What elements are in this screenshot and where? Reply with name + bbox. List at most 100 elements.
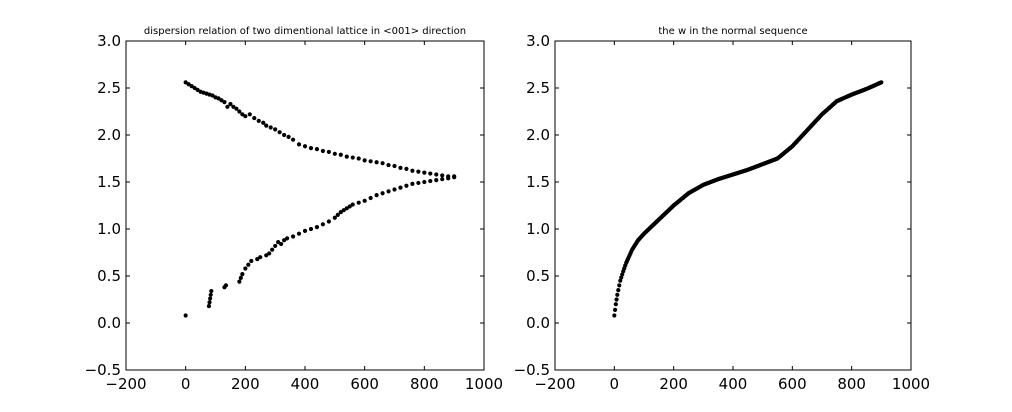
chart-left-data-point: [223, 283, 229, 288]
chart-left-data-point: [416, 169, 421, 174]
chart-right-xtick-label: 0: [610, 375, 620, 393]
chart-left-data-point: [247, 112, 252, 117]
chart-left-data-point: [277, 130, 282, 135]
chart-left-data-point: [434, 178, 439, 183]
chart-left-data-point: [374, 160, 379, 165]
chart-right-xtick-label: 200: [659, 375, 688, 393]
chart-left: dispersion relation of two dimentional l…: [85, 26, 504, 393]
chart-left-data-point: [428, 178, 433, 184]
chart-left-data-point: [308, 226, 314, 232]
chart-left-ytick-label: 3.0: [97, 32, 121, 50]
chart-right-points: [612, 80, 884, 318]
chart-left-data-point: [208, 292, 213, 297]
chart-left-data-point: [273, 243, 278, 249]
chart-left-data-point: [338, 209, 343, 215]
chart-right-xtick-label: 600: [778, 375, 807, 393]
chart-left-data-point: [208, 296, 213, 301]
chart-left-data-point: [256, 118, 261, 123]
chart-left-data-point: [273, 127, 278, 132]
chart-left-data-point: [344, 154, 349, 159]
chart-left-data-point: [350, 155, 355, 160]
chart-left-data-point: [320, 148, 325, 154]
chart-left-data-point: [237, 279, 242, 284]
chart-left-data-point: [302, 144, 308, 149]
chart-left-xtick-label: 200: [231, 375, 260, 393]
chart-left-data-point: [264, 123, 269, 128]
chart-left-data-point: [279, 241, 284, 247]
chart-left-data-point: [332, 151, 337, 156]
chart-left-data-point: [332, 215, 337, 220]
chart-left-data-point: [368, 159, 373, 164]
chart-left-data-point: [356, 156, 361, 161]
chart-right-ytick-label: 0.5: [526, 267, 550, 285]
chart-left-data-point: [326, 149, 331, 155]
chart-left-ytick-label: 2.5: [97, 79, 121, 97]
chart-right-ytick-label: −0.5: [514, 361, 550, 379]
chart-left-data-point: [338, 152, 343, 157]
chart-left-data-point: [240, 112, 245, 117]
chart-left-data-point: [261, 120, 266, 125]
chart-left-data-point: [440, 177, 445, 182]
chart-left-data-point: [320, 222, 325, 227]
chart-left-data-point: [238, 275, 243, 280]
chart-right-ytick-label: 3.0: [526, 32, 550, 50]
chart-left-data-point: [237, 109, 242, 114]
chart-left-ytick-label: 2.0: [97, 126, 121, 144]
chart-right-data-point: [879, 80, 884, 85]
chart-left-data-point: [362, 198, 367, 203]
chart-left-data-point: [210, 93, 215, 98]
chart-left-data-point: [258, 255, 263, 260]
chart-left-data-point: [392, 187, 397, 192]
chart-left-data-point: [268, 125, 273, 130]
chart-left-data-point: [264, 253, 269, 258]
chart-right: the w in the normal sequence −200 0 200 400…: [514, 26, 931, 393]
chart-left-title: dispersion relation of two dimentional l…: [144, 26, 466, 37]
chart-left-data-point: [290, 234, 296, 239]
chart-left-data-point: [276, 240, 281, 245]
chart-left-data-point: [410, 168, 415, 173]
chart-right-xtick-label: 800: [837, 375, 866, 393]
chart-left-xtick-label: 1000: [465, 375, 503, 393]
chart-right-axes: −200 0 200 400 600 800 1000 −0.5 0.0 0.5 1.0 1.5 2.0…: [514, 32, 931, 393]
chart-left-data-point: [362, 158, 367, 163]
chart-left-data-point: [356, 200, 361, 205]
chart-left-data-point: [380, 191, 385, 196]
chart-left-data-point: [219, 98, 224, 103]
chart-right-data-point: [612, 307, 618, 312]
chart-left-data-point: [374, 193, 379, 198]
chart-left-data-point: [243, 114, 248, 119]
chart-left-xtick-label: 800: [410, 375, 439, 393]
chart-right-data-point: [615, 292, 620, 297]
chart-left-data-point: [404, 183, 409, 188]
chart-left-data-point: [207, 300, 212, 305]
chart-left-ytick-label: −0.5: [85, 361, 121, 379]
chart-left-data-point: [222, 100, 227, 105]
chart-left-ytick-label: 1.0: [97, 220, 121, 238]
chart-left-data-point: [183, 80, 188, 85]
chart-right-ytick-label: 2.0: [526, 126, 550, 144]
chart-left-data-point: [290, 137, 296, 142]
chart-left-data-point: [452, 175, 457, 180]
chart-left-data-point: [314, 147, 320, 152]
chart-left-data-point: [398, 165, 403, 170]
chart-left-data-point: [404, 166, 409, 171]
chart-left-data-point: [285, 236, 290, 241]
chart-left-xtick-label: 0: [181, 375, 191, 393]
chart-left-axes: −200 0 200 400 600 800 1000 −0.5 0.0 0.5 1.0 1.5 2.0…: [85, 32, 504, 393]
chart-right-data-point: [616, 288, 621, 293]
chart-left-data-point: [398, 185, 403, 190]
chart-left-xtick-label: 400: [291, 375, 320, 393]
chart-left-data-point: [422, 179, 427, 185]
chart-left-data-point: [296, 142, 302, 147]
chart-left-plot-area: [125, 40, 485, 371]
chart-left-data-point: [246, 262, 251, 267]
chart-left-data-point: [255, 256, 260, 262]
chart-right-xtick-label: −200: [534, 375, 575, 393]
chart-right-ytick-label: 1.5: [526, 173, 550, 191]
chart-left-data-point: [368, 195, 373, 201]
chart-right-data-point: [614, 297, 619, 302]
chart-left-ytick-label: 0.0: [97, 314, 121, 332]
chart-left-data-point: [240, 272, 245, 277]
chart-right-ytick-label: 0.0: [526, 314, 550, 332]
